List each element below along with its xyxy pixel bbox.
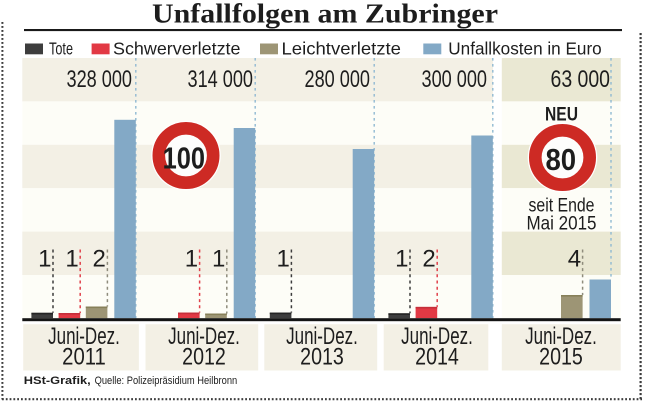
svg-text:63 000: 63 000: [551, 66, 611, 93]
svg-text:Tote: Tote: [49, 39, 73, 59]
svg-text:2012: 2012: [182, 344, 226, 371]
svg-text:Juni-Dez.: Juni-Dez.: [168, 323, 240, 350]
svg-text:Juni-Dez.: Juni-Dez.: [286, 323, 358, 350]
svg-text:2011: 2011: [62, 344, 106, 371]
svg-text:2013: 2013: [300, 344, 344, 371]
svg-text:Juni-Dez.: Juni-Dez.: [401, 323, 473, 350]
svg-text:1: 1: [395, 246, 408, 273]
svg-text:Mai 2015: Mai 2015: [527, 213, 597, 234]
svg-text:328 000: 328 000: [67, 66, 133, 93]
svg-text:Quelle: Polizeipräsidium Heilb: Quelle: Polizeipräsidium Heilbronn: [95, 375, 238, 387]
svg-text:100: 100: [163, 141, 205, 176]
svg-text:Unfallfolgen am Zubringer: Unfallfolgen am Zubringer: [152, 0, 498, 28]
svg-text:314 000: 314 000: [188, 66, 254, 93]
svg-text:1: 1: [65, 246, 78, 273]
svg-text:4: 4: [568, 246, 581, 273]
svg-text:2: 2: [422, 246, 435, 273]
svg-text:1: 1: [185, 246, 198, 273]
svg-text:280 000: 280 000: [305, 66, 371, 93]
svg-text:Unfallkosten in Euro: Unfallkosten in Euro: [448, 39, 601, 59]
svg-text:Leichtverletzte: Leichtverletzte: [282, 39, 402, 59]
svg-text:1: 1: [212, 246, 225, 273]
svg-text:80: 80: [545, 143, 576, 178]
svg-text:seit Ende: seit Ende: [529, 196, 595, 217]
svg-text:1: 1: [277, 246, 290, 273]
svg-text:Juni-Dez.: Juni-Dez.: [48, 323, 120, 350]
svg-text:1: 1: [38, 246, 51, 273]
svg-text:2014: 2014: [415, 344, 459, 371]
svg-text:2015: 2015: [539, 344, 583, 371]
svg-text:Schwerverletzte: Schwerverletzte: [113, 39, 241, 59]
svg-text:300 000: 300 000: [422, 66, 488, 93]
svg-text:NEU: NEU: [545, 103, 578, 125]
svg-text:Juni-Dez.: Juni-Dez.: [525, 323, 597, 350]
svg-text:2: 2: [93, 246, 106, 273]
svg-text:HSt-Grafik,: HSt-Grafik,: [24, 375, 91, 387]
